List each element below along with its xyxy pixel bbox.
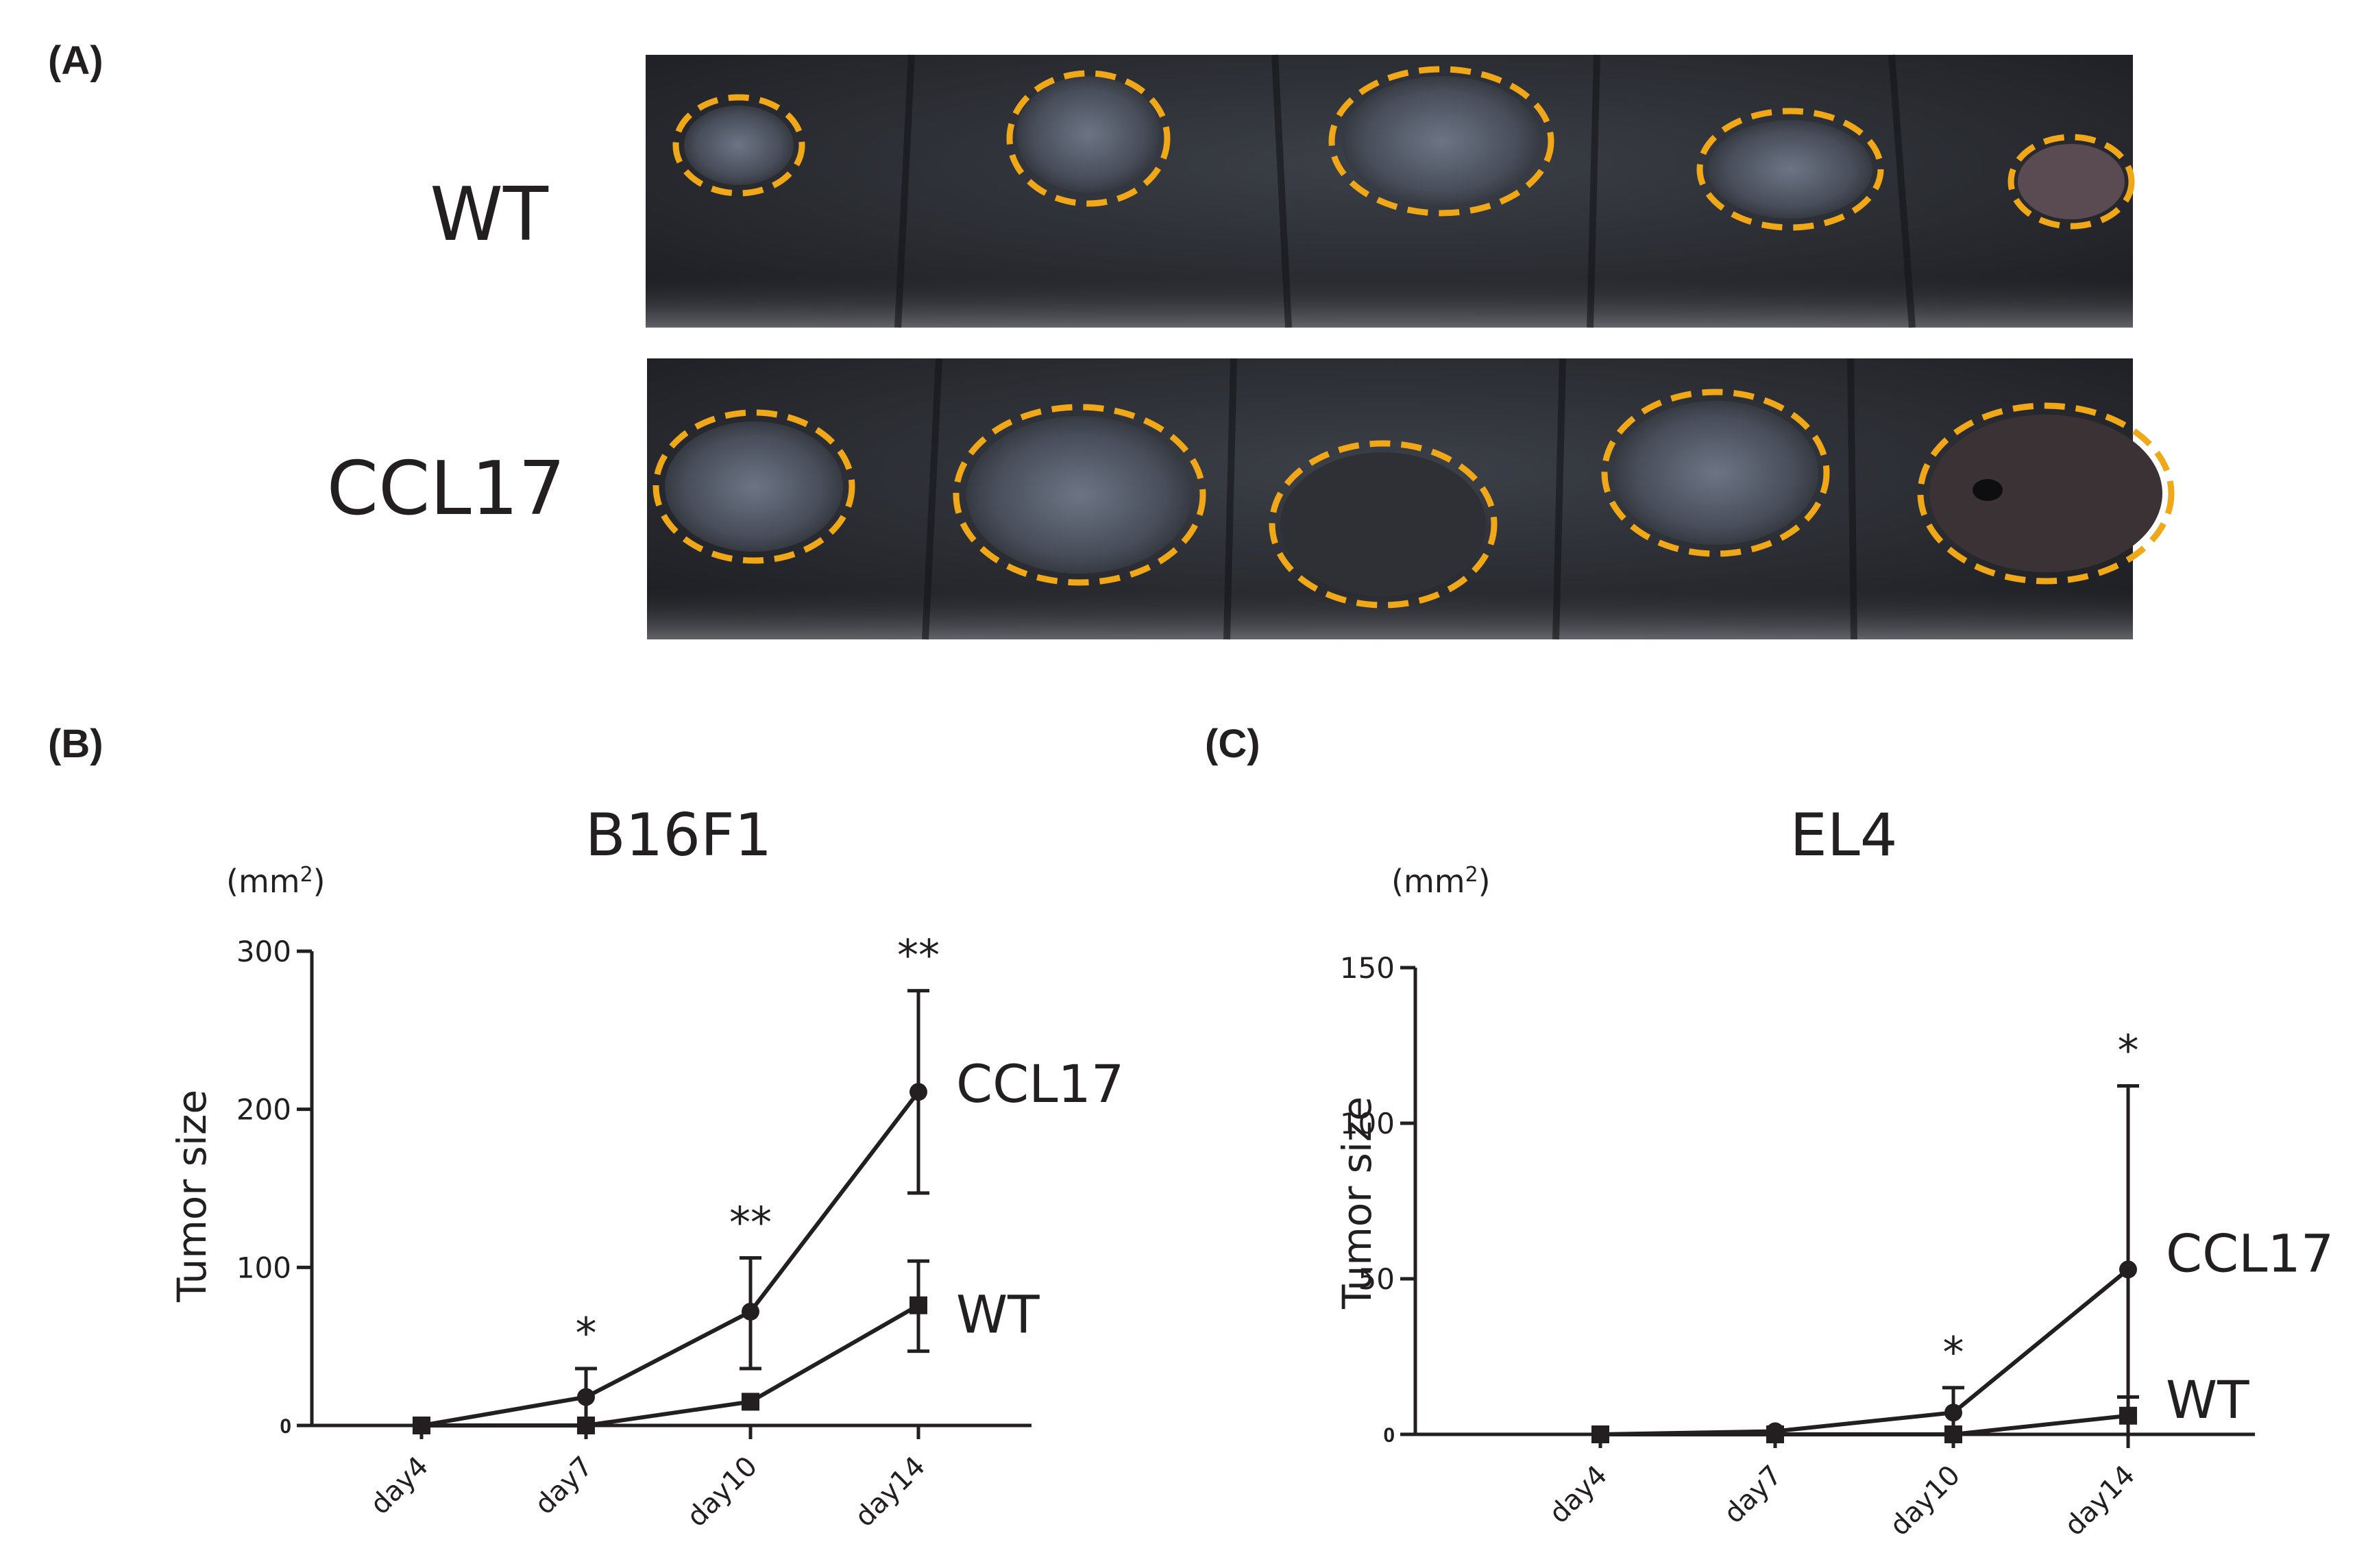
el4-ytick-label-100: 100 — [1340, 1107, 1395, 1140]
chart-el4-unit-close: ) — [1478, 863, 1491, 900]
el4-ccl17-line — [1600, 1268, 2129, 1436]
photo-ccl17-tumors — [665, 401, 2162, 596]
tumor-wt-3 — [1342, 76, 1541, 206]
tumor-wt-1 — [684, 106, 794, 185]
chart-b16f1-unit: (mm2) — [226, 863, 326, 900]
b16f1-series-label-ccl17: CCL17 — [956, 1053, 1124, 1114]
b16f1-ytick-label-100: 100 — [236, 1251, 291, 1284]
tumor-wt-4 — [1708, 120, 1872, 219]
b16f1-ytick-label-300: 300 — [236, 935, 291, 968]
el4-wt-point-day10 — [1944, 1425, 1962, 1443]
photo-ccl17 — [647, 358, 2175, 640]
el4-xtick-label-day7: day7 — [1718, 1460, 1789, 1530]
b16f1-xtick-label-day7: day7 — [529, 1451, 600, 1521]
chart-el4-unit-sup: 2 — [1465, 863, 1478, 887]
chart-el4-plot-area: 0 50 100 150 day4 day7 day10 day14 CCL17 WT * * — [1340, 951, 2334, 1542]
outline-wt-2 — [1006, 70, 1171, 207]
el4-significance-day14: * — [2118, 1026, 2139, 1076]
chart-el4: (C) EL4 (mm2) Tumor size 0 50 100 150 day4 da… — [1205, 722, 2334, 1542]
outline-wt-4 — [1696, 108, 1884, 231]
b16f1-ccl17-line — [421, 1090, 920, 1428]
el4-wt-line — [1600, 1413, 2129, 1436]
b16f1-ytick-label-200: 200 — [236, 1093, 291, 1127]
panel-c-letter: (C) — [1205, 722, 1260, 766]
b16f1-wt-point-day7 — [577, 1417, 595, 1434]
el4-significance-day10: * — [1943, 1327, 1964, 1377]
b16f1-wt-line — [422, 1303, 920, 1428]
tumor-ccl17-4 — [1613, 401, 1818, 545]
b16f1-xtick-label-day14: day14 — [849, 1451, 932, 1534]
outline-ccl17-3 — [1269, 440, 1498, 609]
b16f1-wt-point-day4 — [413, 1417, 430, 1434]
outline-ccl17-1 — [652, 409, 855, 564]
b16f1-ccl17-point-day14 — [910, 1083, 927, 1101]
panel-a: (A) WT CCL17 — [48, 38, 2175, 640]
b16f1-significance-day14: ** — [897, 931, 940, 981]
b16f1-wt-point-day10 — [742, 1393, 759, 1411]
tumor-ccl17-1 — [665, 421, 843, 552]
outline-ccl17-4 — [1601, 389, 1830, 557]
b16f1-xtick-label-day10: day10 — [681, 1451, 764, 1534]
b16f1-ytick-label-0: 0 — [280, 1415, 291, 1438]
tumor-wt-5 — [2018, 144, 2125, 219]
b16f1-ccl17-point-day7 — [577, 1388, 595, 1406]
tumor-ccl17-3 — [1280, 452, 1486, 596]
chart-b16f1-unit-base: (mm — [226, 863, 300, 900]
b16f1-wt-point-day14 — [910, 1296, 927, 1314]
photo-wt — [646, 54, 2135, 328]
photo-wt-outlines — [672, 66, 2135, 231]
el4-ytick-label-0: 0 — [1383, 1424, 1395, 1447]
tumor-ccl17-5 — [1929, 415, 2162, 572]
outline-wt-3 — [1328, 66, 1554, 217]
photo-wt-tumors — [684, 76, 2125, 219]
chart-el4-title: EL4 — [1790, 801, 1898, 870]
b16f1-significance-day10: ** — [729, 1197, 772, 1247]
tumor-ccl17-5-lesion — [1973, 479, 2003, 501]
outline-wt-1 — [672, 94, 805, 197]
outline-ccl17-5 — [1917, 402, 2175, 585]
tumor-wt-2 — [1016, 76, 1160, 193]
row-label-ccl17: CCL17 — [327, 446, 565, 532]
panel-b-letter: (B) — [48, 722, 103, 766]
el4-xtick-label-day10: day10 — [1884, 1460, 1967, 1543]
el4-wt-point-day14 — [2119, 1406, 2137, 1425]
chart-el4-unit: (mm2) — [1391, 863, 1491, 900]
el4-series-label-wt: WT — [2166, 1369, 2249, 1430]
b16f1-significance-day7: * — [576, 1308, 597, 1358]
chart-el4-unit-base: (mm — [1391, 863, 1465, 900]
chart-b16f1-unit-sup: 2 — [300, 863, 313, 887]
b16f1-ccl17-point-day10 — [742, 1302, 759, 1321]
outline-ccl17-2 — [953, 404, 1206, 586]
tumor-ccl17-2 — [966, 416, 1193, 574]
el4-wt-point-day4 — [1591, 1425, 1609, 1443]
photo-ccl17-outlines — [652, 389, 2175, 609]
el4-ytick-label-150: 150 — [1340, 951, 1395, 985]
photo-wt-belly-shade — [646, 274, 2133, 328]
el4-ccl17-point-day10 — [1944, 1404, 1962, 1422]
el4-series-label-ccl17: CCL17 — [2166, 1223, 2334, 1284]
el4-ytick-label-50: 50 — [1358, 1262, 1395, 1296]
outline-wt-5 — [2007, 134, 2135, 230]
el4-xtick-label-day14: day14 — [2059, 1460, 2142, 1543]
b16f1-xtick-label-day4: day4 — [365, 1451, 435, 1521]
photo-wt-mouse-dividers — [894, 54, 1916, 328]
chart-b16f1-ylabel: Tumor size — [169, 1090, 215, 1303]
chart-b16f1-title: B16F1 — [585, 801, 772, 870]
el4-wt-point-day7 — [1766, 1425, 1784, 1443]
chart-el4-ylabel: Tumor size — [1334, 1097, 1380, 1310]
el4-xtick-label-day4: day4 — [1543, 1460, 1614, 1530]
photo-ccl17-mouse-dividers — [922, 358, 1857, 640]
el4-ccl17-point-day14 — [2119, 1260, 2137, 1279]
row-label-wt: WT — [430, 172, 549, 258]
chart-b16f1: (B) B16F1 (mm2) Tumor size 0 100 200 300 day… — [48, 722, 1124, 1533]
panel-a-letter: (A) — [48, 38, 103, 83]
b16f1-series-label-wt: WT — [956, 1284, 1040, 1345]
chart-b16f1-unit-close: ) — [313, 863, 326, 900]
